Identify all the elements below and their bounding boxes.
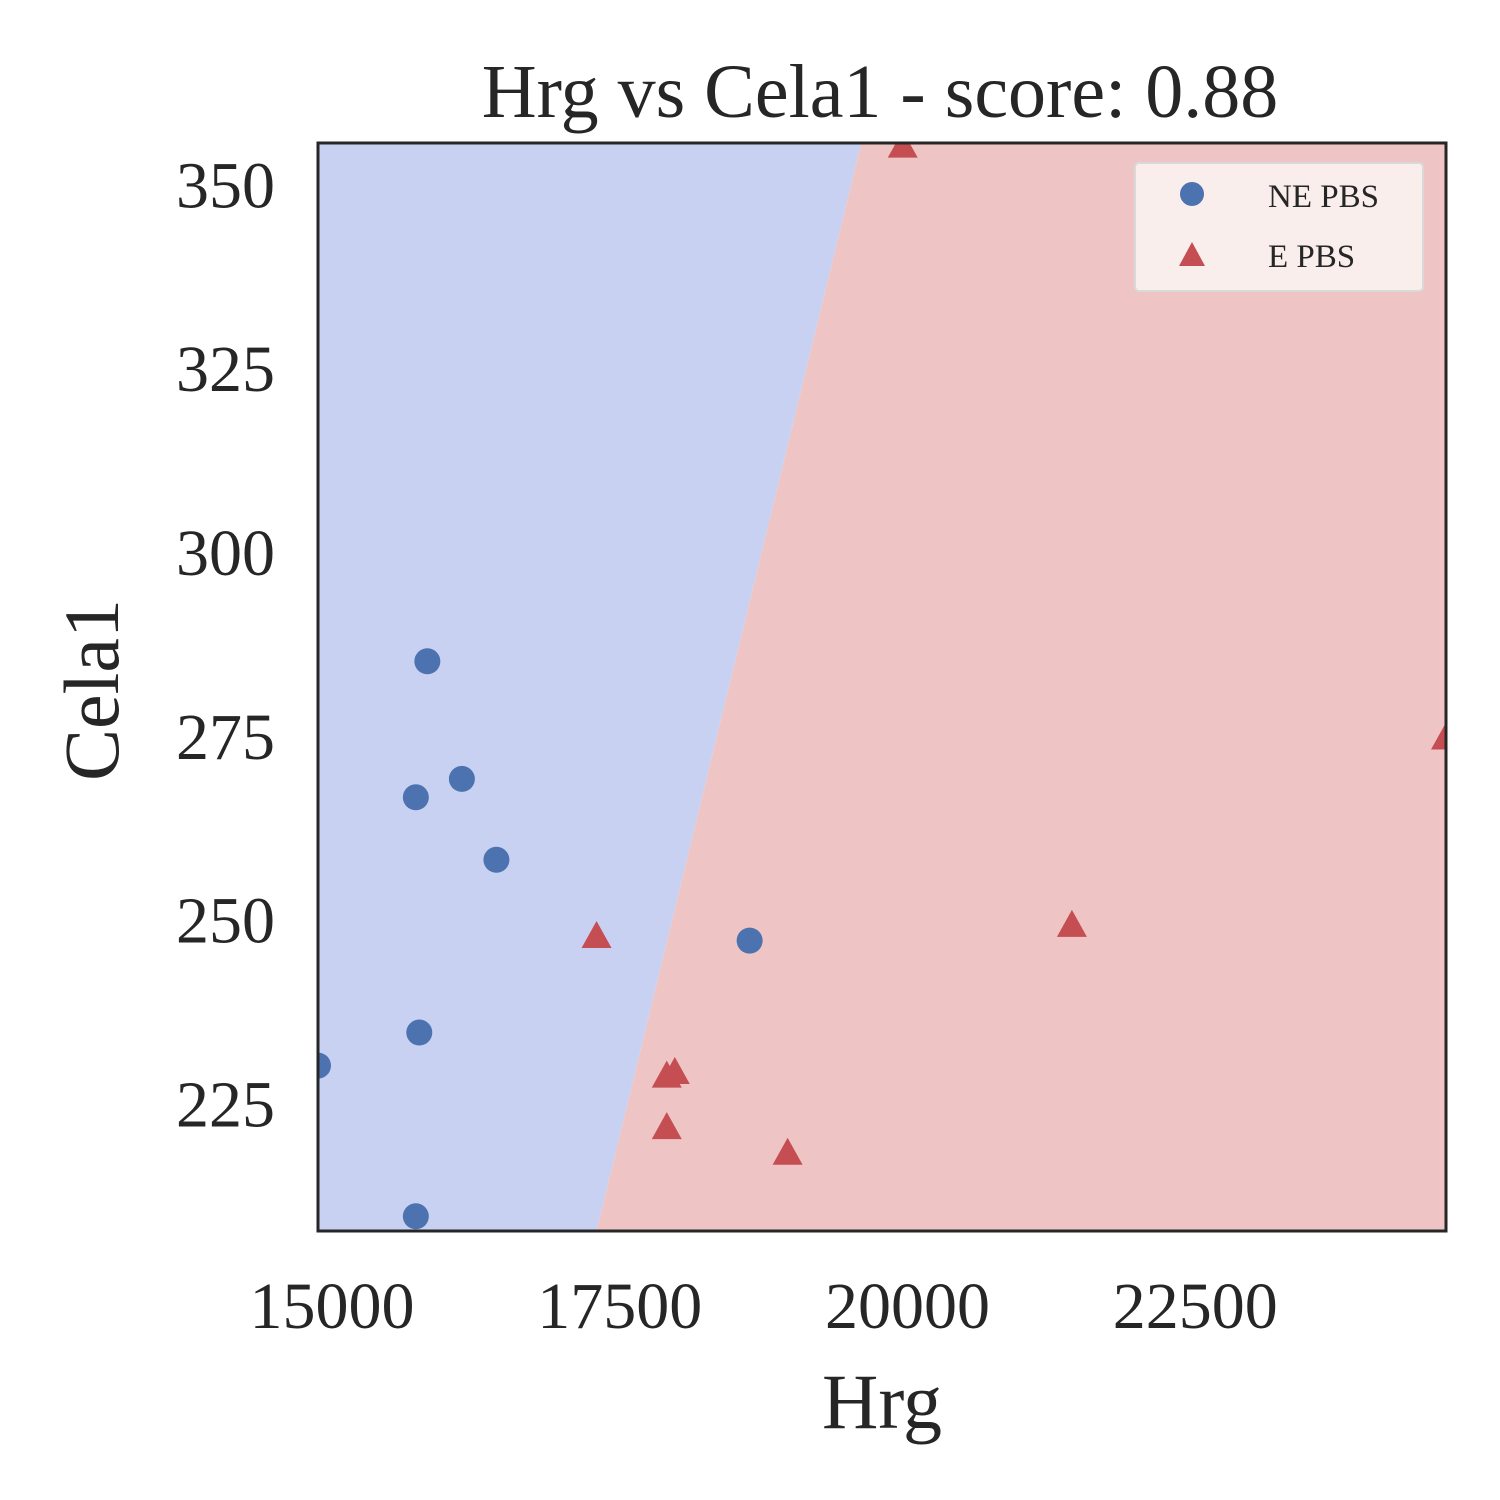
point-e-pbs-1 (887, 143, 918, 158)
point-ne-pbs-7 (736, 927, 763, 954)
x-tick-label-15000: 15000 (250, 1270, 415, 1343)
y-tick-label-350: 350 (176, 149, 275, 222)
legend-box (1134, 162, 1424, 292)
point-e-pbs-8 (772, 1137, 803, 1165)
legend-label-e-pbs: E PBS (1268, 239, 1355, 275)
y-tick-label-250: 250 (176, 885, 275, 958)
legend-marker-ne-pbs (1180, 182, 1204, 206)
y-tick-label-300: 300 (176, 517, 275, 590)
e-pbs-decision-region (596, 143, 1446, 1231)
point-e-pbs-2 (1431, 722, 1446, 750)
legend: NE PBS E PBS (1134, 162, 1424, 292)
point-ne-pbs-8 (402, 1203, 429, 1230)
point-e-pbs-6 (651, 1060, 682, 1088)
x-tick-label-20000: 20000 (825, 1270, 990, 1343)
point-ne-pbs-5 (402, 784, 429, 811)
x-axis-label: Hrg (822, 1358, 942, 1445)
point-e-pbs-3 (581, 920, 612, 948)
point-ne-pbs-3 (448, 765, 475, 792)
point-ne-pbs-4 (483, 846, 510, 873)
legend-marker-e-pbs (1179, 242, 1205, 266)
point-ne-pbs-2 (414, 648, 441, 675)
point-ne-pbs-1 (318, 1052, 331, 1079)
chart-title: Hrg vs Cela1 - score: 0.88 (482, 50, 1278, 134)
legend-label-ne-pbs: NE PBS (1268, 179, 1379, 215)
y-axis-label: Cela1 (48, 599, 135, 781)
data-points (318, 143, 1446, 1230)
plot-frame (316, 141, 1448, 1233)
y-tick-label-325: 325 (176, 333, 275, 406)
x-tick-label-22500: 22500 (1113, 1270, 1278, 1343)
point-e-pbs-7 (651, 1112, 682, 1140)
point-ne-pbs-6 (406, 1019, 433, 1046)
y-tick-label-275: 275 (176, 701, 275, 774)
y-tick-label-225: 225 (176, 1068, 275, 1141)
point-e-pbs-4 (1056, 909, 1087, 937)
x-tick-label-17500: 17500 (537, 1270, 702, 1343)
y-axis-ticks: 225 250 275 300 325 350 (176, 149, 275, 1141)
plot-area (318, 143, 1446, 1231)
ne-pbs-decision-region (318, 143, 862, 1231)
x-axis-ticks: 15000 17500 20000 22500 (250, 1270, 1278, 1343)
